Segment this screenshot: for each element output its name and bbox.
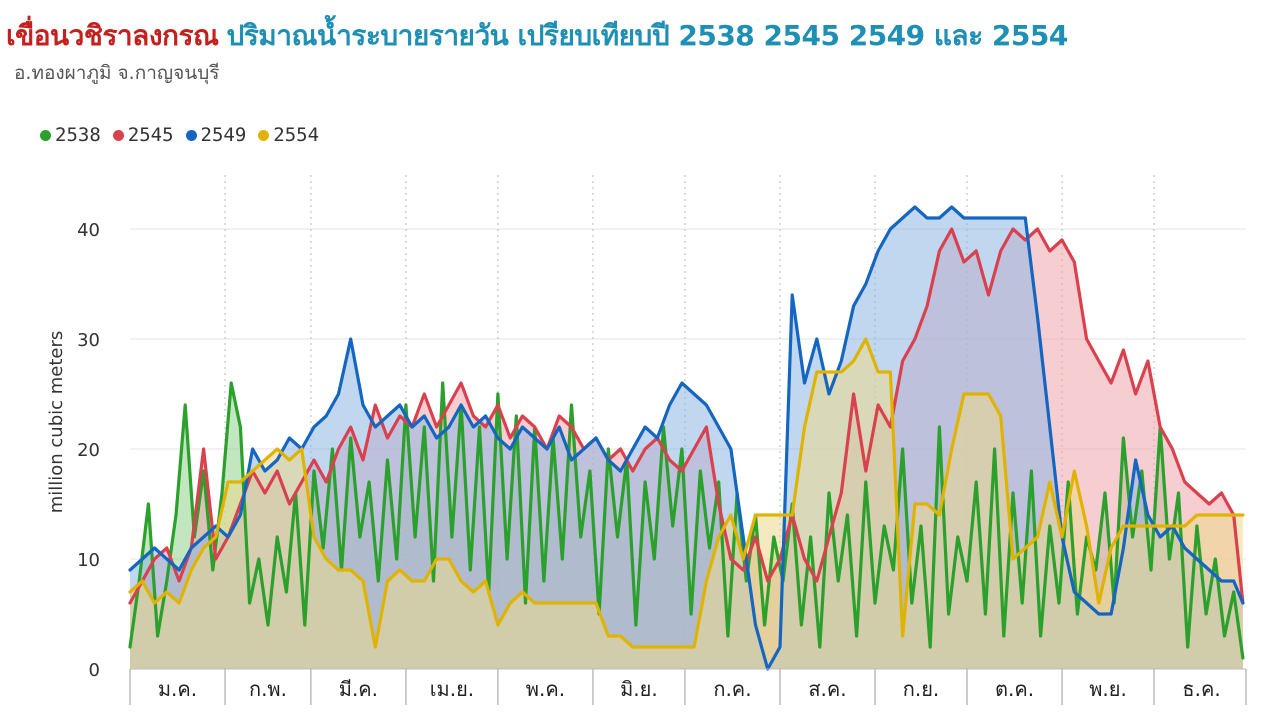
legend-dot-2549 bbox=[185, 129, 197, 141]
y-tick-40: 40 bbox=[77, 220, 100, 241]
legend-dot-2554 bbox=[258, 129, 270, 141]
series-lines bbox=[128, 205, 1245, 671]
chart-title: เขื่อนวชิราลงกรณ ปริมาณน้ำระบายรายวัน เปร… bbox=[6, 14, 1068, 58]
x-tick-month-10: ต.ค. bbox=[995, 677, 1034, 701]
y-tick-10: 10 bbox=[77, 550, 100, 571]
x-tick-month-11: พ.ย. bbox=[1089, 677, 1127, 701]
x-tick-month-1: ม.ค. bbox=[158, 677, 197, 701]
line-2538 bbox=[128, 381, 1245, 660]
y-axis-label: million cubic meters bbox=[46, 331, 67, 514]
x-tick-month-4: เม.ย. bbox=[430, 677, 474, 701]
x-tick-month-3: มี.ค. bbox=[339, 677, 378, 701]
legend-label-2554: 2554 bbox=[273, 124, 320, 146]
title-dam-name: เขื่อนวชิราลงกรณ bbox=[6, 19, 219, 52]
line-2554 bbox=[128, 337, 1245, 649]
chart-subtitle: อ.ทองผาภูมิ จ.กาญจนบุรี bbox=[14, 62, 220, 84]
legend-dot-2545 bbox=[112, 129, 124, 141]
y-tick-0: 0 bbox=[89, 660, 100, 681]
series-areas bbox=[130, 207, 1243, 669]
legend-item-2538[interactable]: 2538 bbox=[40, 124, 101, 146]
line-2549 bbox=[128, 205, 1245, 671]
x-tick-month-6: มิ.ย. bbox=[620, 677, 658, 701]
x-tick-month-12: ธ.ค. bbox=[1182, 677, 1220, 701]
legend-label-2538: 2538 bbox=[55, 124, 101, 146]
axes: 0 10 20 30 40 ม.ค. ก.พ. มี.ค. เม.ย. พ.ค. มิ.ย. ก.ค.… bbox=[77, 220, 1247, 705]
legend-item-2549[interactable]: 2549 bbox=[185, 124, 247, 146]
x-tick-month-7: ก.ค. bbox=[713, 677, 751, 701]
legend-label-2545: 2545 bbox=[127, 124, 174, 146]
y-tick-20: 20 bbox=[77, 440, 100, 461]
legend-item-2554[interactable]: 2554 bbox=[258, 124, 319, 146]
title-description: ปริมาณน้ำระบายรายวัน เปรียบเทียบปี 2538 … bbox=[226, 19, 1068, 52]
x-tick-month-5: พ.ค. bbox=[526, 677, 565, 701]
x-tick-month-2: ก.พ. bbox=[249, 677, 287, 701]
legend-dot-2538 bbox=[40, 129, 51, 141]
legend: 2538 2545 2549 2554 bbox=[40, 124, 319, 146]
x-tick-month-8: ส.ค. bbox=[808, 677, 846, 701]
y-tick-30: 30 bbox=[77, 330, 100, 351]
area-2554 bbox=[130, 339, 1243, 669]
line-2545 bbox=[128, 227, 1245, 605]
legend-label-2549: 2549 bbox=[200, 124, 247, 146]
x-tick-month-9: ก.ย. bbox=[903, 677, 940, 701]
legend-item-2545[interactable]: 2545 bbox=[112, 124, 174, 146]
